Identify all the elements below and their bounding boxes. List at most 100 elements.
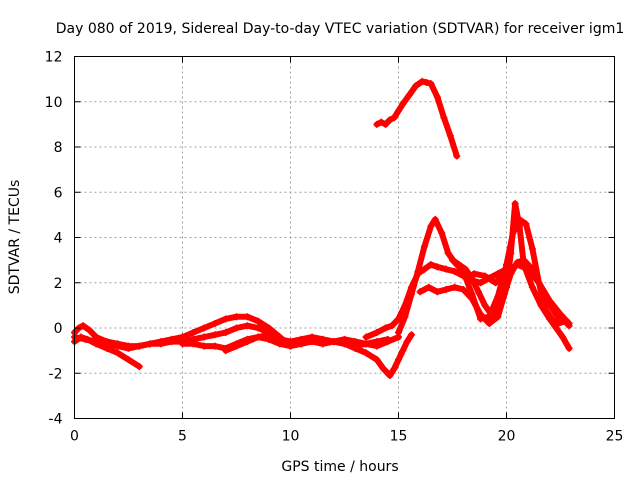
data-point: [431, 215, 439, 223]
chart-title: Day 080 of 2019, Sidereal Day-to-day VTE…: [56, 21, 625, 37]
data-point: [522, 220, 530, 228]
data-point: [377, 118, 385, 126]
y-tick-label: 0: [54, 321, 63, 337]
data-point: [114, 342, 122, 350]
x-tick-label: 25: [606, 429, 624, 445]
data-point: [319, 335, 327, 343]
series-arc-12: [449, 256, 567, 325]
y-tick-label: 8: [54, 140, 63, 156]
x-axis-label: GPS time / hours: [281, 459, 398, 475]
data-point: [487, 310, 495, 318]
data-point: [222, 329, 230, 337]
data-point: [200, 333, 208, 341]
data-point: [481, 272, 489, 280]
data-point: [382, 324, 390, 332]
series-arc-3: [71, 322, 273, 352]
data-point: [459, 286, 467, 294]
data-point: [189, 329, 197, 337]
data-point: [420, 265, 428, 273]
data-point: [539, 288, 547, 296]
data-point: [362, 349, 370, 357]
data-point: [433, 288, 441, 296]
data-point: [395, 107, 402, 115]
data-point: [453, 152, 461, 160]
series-trace: [449, 257, 566, 325]
data-point: [546, 315, 554, 323]
data-point: [481, 301, 489, 309]
data-point: [297, 335, 305, 343]
data-point: [362, 333, 370, 341]
data-point: [492, 279, 500, 287]
data-point: [330, 338, 338, 346]
data-point: [407, 290, 415, 298]
data-point: [243, 338, 251, 346]
data-point: [390, 365, 398, 373]
data-point: [382, 120, 390, 128]
data-point: [477, 279, 485, 287]
data-point: [433, 93, 441, 101]
data-point: [418, 77, 426, 85]
data-point: [500, 290, 508, 298]
data-point: [168, 338, 176, 346]
data-point: [211, 319, 219, 327]
data-point: [103, 340, 111, 348]
data-point: [265, 331, 273, 339]
data-point: [308, 333, 316, 341]
y-tick-label: -2: [49, 366, 63, 382]
data-point: [494, 306, 502, 314]
data-point: [254, 333, 262, 341]
data-point: [146, 340, 154, 348]
data-point: [395, 329, 402, 337]
data-point: [373, 356, 381, 364]
data-point: [388, 322, 396, 330]
data-point: [559, 333, 567, 341]
data-point: [401, 313, 409, 321]
data-point: [442, 286, 450, 294]
data-point: [433, 263, 441, 271]
data-point: [552, 324, 560, 332]
x-tick-label: 15: [390, 429, 408, 445]
y-tick-label: 2: [54, 276, 63, 292]
data-point: [565, 344, 573, 352]
data-point: [243, 313, 251, 321]
data-point: [420, 243, 428, 251]
data-point: [451, 283, 459, 291]
data-point: [399, 100, 407, 108]
data-point: [386, 372, 394, 380]
y-tick-label: 6: [54, 185, 63, 201]
data-point: [384, 338, 392, 346]
data-point: [552, 310, 560, 318]
data-point: [507, 249, 515, 257]
data-point: [546, 301, 554, 309]
data-point: [379, 365, 387, 373]
data-point: [446, 132, 454, 140]
data-point: [533, 274, 541, 282]
data-point: [427, 222, 435, 230]
data-point: [92, 338, 100, 346]
data-point: [200, 324, 208, 332]
data-point: [200, 342, 208, 350]
data-point: [515, 222, 523, 230]
axis-ticks: [74, 56, 615, 419]
data-point: [362, 340, 370, 348]
y-tick-label: 10: [45, 95, 63, 111]
data-point: [125, 344, 132, 352]
data-point: [412, 82, 420, 90]
data-point: [520, 256, 528, 264]
data-point: [438, 229, 446, 237]
y-tick-label: -4: [49, 412, 63, 428]
data-point: [425, 283, 433, 291]
data-point: [373, 120, 381, 128]
data-point: [373, 342, 381, 350]
data-point: [341, 340, 348, 348]
data-point: [386, 116, 394, 124]
series-arc-8: [373, 77, 461, 160]
data-point: [449, 256, 456, 264]
data-point: [528, 245, 536, 253]
data-point: [233, 342, 240, 350]
data-point: [222, 315, 230, 323]
data-point: [254, 324, 262, 332]
data-point: [79, 322, 87, 330]
data-point: [461, 265, 469, 273]
